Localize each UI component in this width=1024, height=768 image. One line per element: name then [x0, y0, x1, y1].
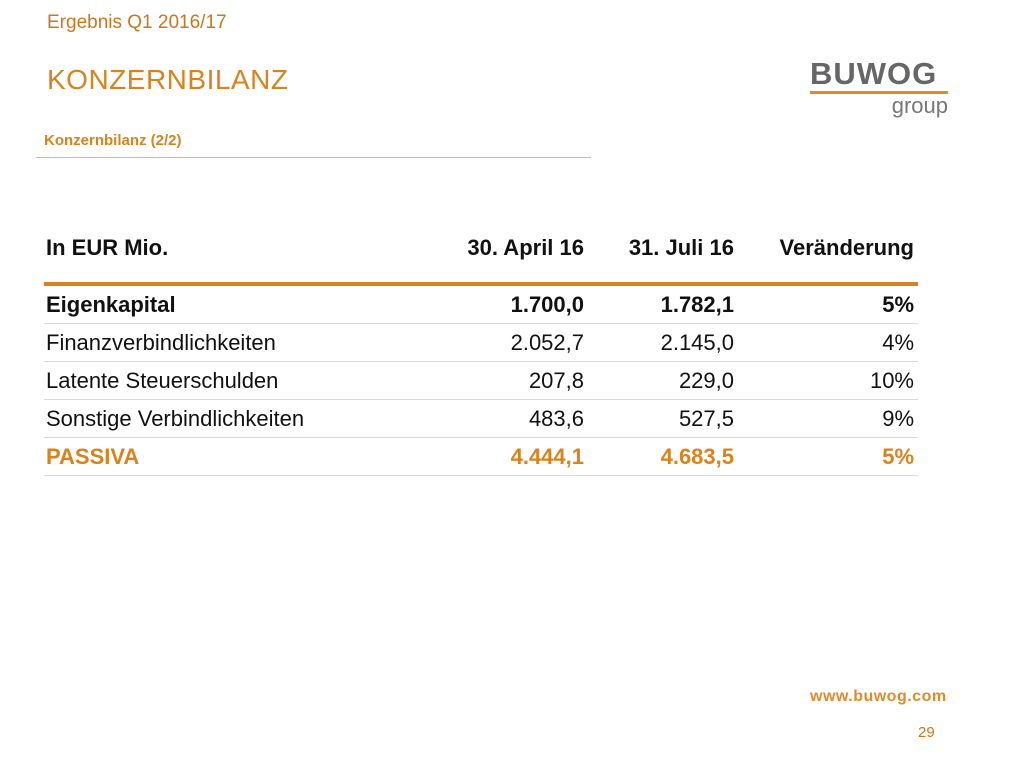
column-header: In EUR Mio. — [46, 235, 169, 260]
cell-value: 4.683,5 — [588, 437, 738, 476]
column-header: 30. April 16 — [467, 235, 584, 260]
row-label: PASSIVA — [44, 437, 450, 476]
cell-value: 207,8 — [450, 361, 588, 400]
table-row: Finanzverbindlichkeiten 2.052,7 2.145,0 … — [44, 323, 918, 362]
slide-title: KONZERNBILANZ — [47, 64, 289, 95]
slide-subtitle: Konzernbilanz (2/2) — [44, 132, 182, 149]
cell-value: 1.700,0 — [450, 284, 588, 324]
cell-value: 2.052,7 — [450, 323, 588, 362]
table-row-total: PASSIVA 4.444,1 4.683,5 5% — [44, 437, 918, 476]
logo-word: BUWOG — [810, 56, 938, 91]
page-number: 29 — [918, 724, 935, 741]
row-label: Finanzverbindlichkeiten — [44, 323, 450, 362]
cell-change: 10% — [738, 361, 918, 400]
website-link[interactable]: www.buwog.com — [810, 688, 947, 705]
cell-value: 229,0 — [588, 361, 738, 400]
cell-value: 483,6 — [450, 399, 588, 438]
cell-change: 5% — [738, 437, 918, 476]
cell-change: 9% — [738, 399, 918, 438]
cell-value: 2.145,0 — [588, 323, 738, 362]
row-label: Latente Steuerschulden — [44, 361, 450, 400]
table-row: Latente Steuerschulden 207,8 229,0 10% — [44, 361, 918, 400]
cell-value: 527,5 — [588, 399, 738, 438]
row-label: Sonstige Verbindlichkeiten — [44, 399, 450, 438]
cell-value: 1.782,1 — [588, 284, 738, 324]
subtitle-divider — [36, 157, 591, 158]
logo-bar — [810, 91, 948, 94]
table-header: In EUR Mio. 30. April 16 31. Juli 16 Ver… — [44, 214, 918, 284]
column-header: Veränderung — [779, 235, 914, 260]
row-label: Eigenkapital — [44, 284, 450, 324]
table-row: Eigenkapital 1.700,0 1.782,1 5% — [44, 284, 918, 324]
column-header: 31. Juli 16 — [628, 235, 734, 260]
balance-sheet-table: In EUR Mio. 30. April 16 31. Juli 16 Ver… — [44, 214, 918, 476]
cell-value: 4.444,1 — [450, 437, 588, 476]
presentation-title: Ergebnis Q1 2016/17 — [47, 12, 227, 33]
logo-group: group — [891, 93, 948, 118]
cell-change: 4% — [738, 323, 918, 362]
buwog-logo: BUWOG group — [810, 58, 950, 118]
table-row: Sonstige Verbindlichkeiten 483,6 527,5 9… — [44, 399, 918, 438]
cell-change: 5% — [738, 284, 918, 324]
